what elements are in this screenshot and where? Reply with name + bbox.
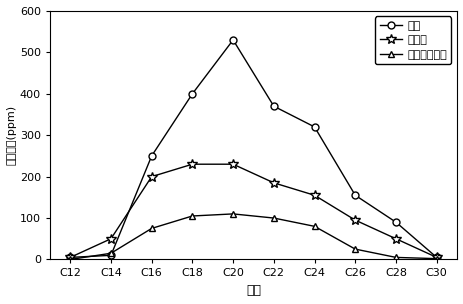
- 空白: [230, 38, 235, 42]
- 嚏油菌: [149, 175, 154, 178]
- 芦苇和嚏油菌: [352, 247, 357, 251]
- 空白: [189, 92, 195, 96]
- 空白: [433, 256, 438, 259]
- 嚏油菌: [189, 162, 195, 166]
- 嚏油菌: [352, 218, 357, 222]
- 芦苇和嚏油菌: [108, 251, 113, 255]
- 芦苇和嚏油菌: [189, 214, 195, 218]
- 空白: [270, 104, 276, 108]
- X-axis label: 碳数: 碳数: [245, 284, 260, 297]
- 空白: [149, 154, 154, 158]
- 空白: [67, 256, 73, 259]
- Legend: 空白, 嚏油菌, 芦苇和嚏油菌: 空白, 嚏油菌, 芦苇和嚏油菌: [374, 16, 450, 64]
- 嚏油菌: [230, 162, 235, 166]
- 嚏油菌: [67, 256, 73, 259]
- 嚏油菌: [433, 256, 438, 259]
- 芦苇和嚏油菌: [149, 226, 154, 230]
- 芦苇和嚏油菌: [230, 212, 235, 216]
- 芦苇和嚏油菌: [392, 256, 398, 259]
- 空白: [392, 220, 398, 224]
- 芦苇和嚏油菌: [270, 216, 276, 220]
- 芦苇和嚏油菌: [67, 258, 73, 261]
- 空白: [108, 254, 113, 257]
- Y-axis label: 烷烳含量(ppm): 烷烳含量(ppm): [7, 105, 17, 165]
- 芦苇和嚏油菌: [311, 225, 317, 228]
- 空白: [352, 193, 357, 197]
- 嚏油菌: [311, 193, 317, 197]
- Line: 芦苇和嚏油菌: 芦苇和嚏油菌: [67, 210, 439, 263]
- Line: 嚏油菌: 嚏油菌: [65, 159, 441, 262]
- 嚏油菌: [108, 237, 113, 240]
- 空白: [311, 125, 317, 129]
- Line: 空白: 空白: [67, 36, 439, 261]
- 嚏油菌: [392, 237, 398, 240]
- 嚏油菌: [270, 181, 276, 185]
- 芦苇和嚏油菌: [433, 257, 438, 261]
